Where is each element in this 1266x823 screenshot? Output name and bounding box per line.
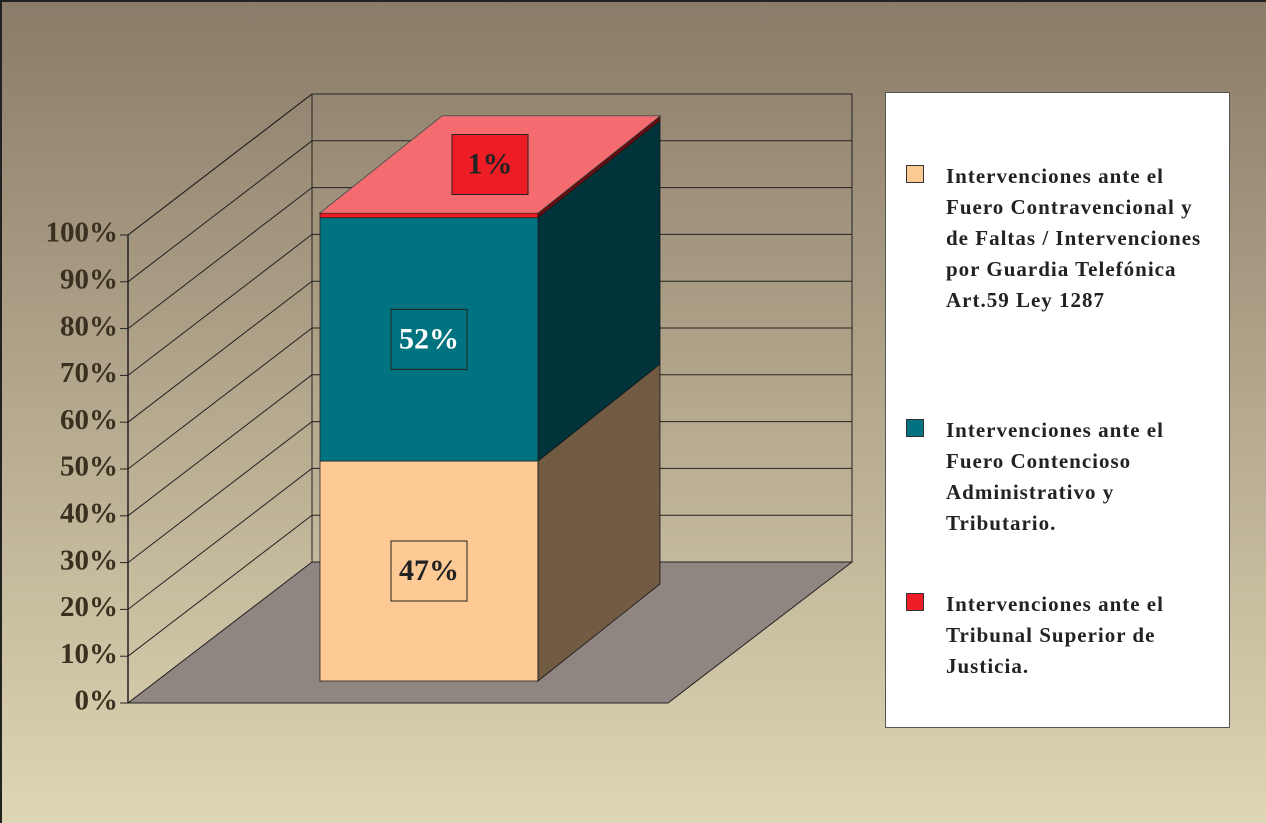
y-tick-label: 10%	[60, 638, 118, 670]
legend-label: Intervenciones ante el Tribunal Superior…	[946, 592, 1164, 678]
grid-line	[127, 467, 852, 610]
y-tick-label: 0%	[75, 685, 119, 717]
grid-line	[127, 374, 852, 517]
bar-side-shade	[538, 120, 660, 462]
legend-label: Intervenciones ante el Fuero Contencioso…	[946, 418, 1164, 535]
grid-line	[127, 140, 852, 283]
grid-line	[127, 93, 852, 236]
bar-side-shade	[538, 364, 660, 681]
legend-swatch	[906, 593, 924, 611]
legend-item: Intervenciones ante el Fuero Contencioso…	[906, 415, 1206, 539]
y-tick-label: 30%	[60, 544, 118, 576]
y-tick-label: 60%	[60, 404, 118, 436]
y-tick-label: 50%	[60, 451, 118, 483]
value-label-box	[390, 308, 468, 370]
value-label-box	[451, 134, 529, 195]
bar-side-shade	[538, 116, 660, 218]
bar-front	[319, 212, 539, 219]
grid-line	[127, 233, 852, 376]
grid-line	[127, 421, 852, 563]
legend: Intervenciones ante el Fuero Contravenci…	[885, 92, 1230, 728]
value-label: 47%	[399, 554, 459, 587]
grid-line	[127, 327, 852, 470]
y-tick-label: 70%	[60, 357, 118, 389]
value-label: 1%	[468, 147, 513, 180]
grid-line	[127, 187, 852, 329]
grid-line	[127, 280, 852, 423]
legend-label: Intervenciones ante el Fuero Contravenci…	[946, 164, 1202, 312]
y-tick-label: 20%	[60, 591, 118, 623]
value-label-box	[390, 540, 468, 602]
y-tick-label: 80%	[60, 310, 118, 342]
y-tick-label: 40%	[60, 497, 118, 529]
legend-item: Intervenciones ante el Fuero Contravenci…	[906, 161, 1206, 316]
y-tick-label: 90%	[60, 263, 118, 295]
legend-swatch	[906, 419, 924, 437]
grid-line	[127, 514, 852, 657]
value-label: 52%	[399, 322, 459, 355]
legend-swatch	[906, 165, 924, 183]
y-tick-label: 100%	[46, 217, 119, 249]
legend-item: Intervenciones ante el Tribunal Superior…	[906, 589, 1206, 682]
